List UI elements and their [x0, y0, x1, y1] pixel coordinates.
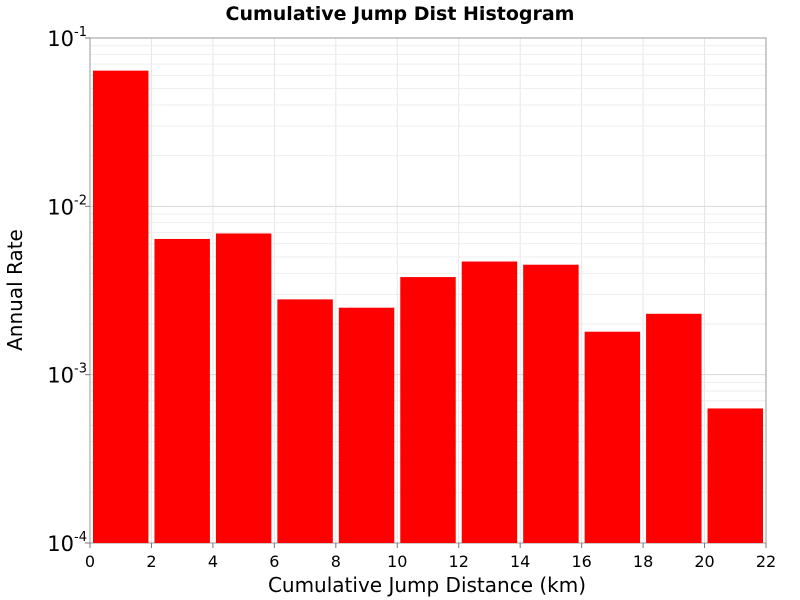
x-tick-label: 10 — [387, 552, 407, 571]
y-tick-label: 10-4 — [47, 530, 87, 556]
x-tick-label: 22 — [756, 552, 776, 571]
bars — [93, 70, 763, 544]
bar-3 — [277, 299, 333, 543]
bar-0 — [93, 70, 149, 543]
x-tick-label: 16 — [571, 552, 591, 571]
y-tick-label: 10-1 — [47, 25, 87, 51]
x-tick-label: 20 — [694, 552, 714, 571]
x-tick-label: 12 — [449, 552, 469, 571]
x-tick-label: 18 — [633, 552, 653, 571]
x-tick-label: 0 — [85, 552, 95, 571]
x-tick-label: 2 — [146, 552, 156, 571]
bar-8 — [584, 331, 641, 543]
x-tick-label: 4 — [208, 552, 218, 571]
bar-2 — [215, 233, 272, 544]
bar-4 — [338, 307, 395, 543]
bar-5 — [400, 277, 456, 543]
y-axis-ticks: 10-4 10-3 10-2 10-1 — [47, 25, 90, 556]
bar-1 — [154, 238, 210, 543]
bar-7 — [523, 264, 579, 543]
bar-10 — [707, 408, 763, 543]
y-axis-label: Annual Rate — [3, 229, 27, 351]
x-tick-label: 6 — [269, 552, 279, 571]
x-axis-ticks: 0 2 4 6 8 10 12 14 16 18 20 22 — [85, 543, 776, 571]
x-axis-label: Cumulative Jump Distance (km) — [268, 573, 586, 597]
x-tick-label: 8 — [331, 552, 341, 571]
x-tick-label: 14 — [510, 552, 530, 571]
chart-title: Cumulative Jump Dist Histogram — [226, 3, 575, 25]
bar-9 — [646, 313, 702, 543]
y-tick-label: 10-2 — [47, 193, 87, 219]
bar-6 — [461, 261, 518, 543]
y-tick-label: 10-3 — [47, 362, 87, 388]
